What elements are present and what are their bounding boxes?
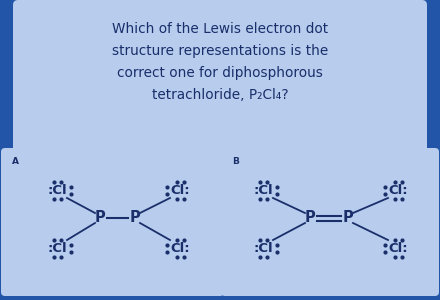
Text: Cl:: Cl:: [388, 242, 408, 254]
Text: :Cl: :Cl: [253, 184, 273, 196]
Text: P: P: [304, 211, 315, 226]
Text: structure representations is the: structure representations is the: [112, 44, 328, 58]
Text: tetrachloride, P₂Cl₄?: tetrachloride, P₂Cl₄?: [152, 88, 288, 102]
Text: :Cl: :Cl: [47, 184, 67, 196]
Text: Cl:: Cl:: [170, 184, 190, 196]
Text: P: P: [130, 211, 140, 226]
Text: A: A: [12, 157, 19, 166]
Text: :Cl: :Cl: [47, 242, 67, 254]
FancyBboxPatch shape: [221, 148, 439, 296]
Text: Which of the Lewis electron dot: Which of the Lewis electron dot: [112, 22, 328, 36]
Text: B: B: [232, 157, 239, 166]
FancyBboxPatch shape: [13, 0, 427, 153]
Text: Cl:: Cl:: [388, 184, 408, 196]
Text: Cl:: Cl:: [170, 242, 190, 254]
Text: correct one for diphosphorous: correct one for diphosphorous: [117, 66, 323, 80]
FancyBboxPatch shape: [1, 148, 224, 296]
Text: :Cl: :Cl: [253, 242, 273, 254]
Text: P: P: [95, 211, 105, 226]
Text: P: P: [343, 211, 353, 226]
